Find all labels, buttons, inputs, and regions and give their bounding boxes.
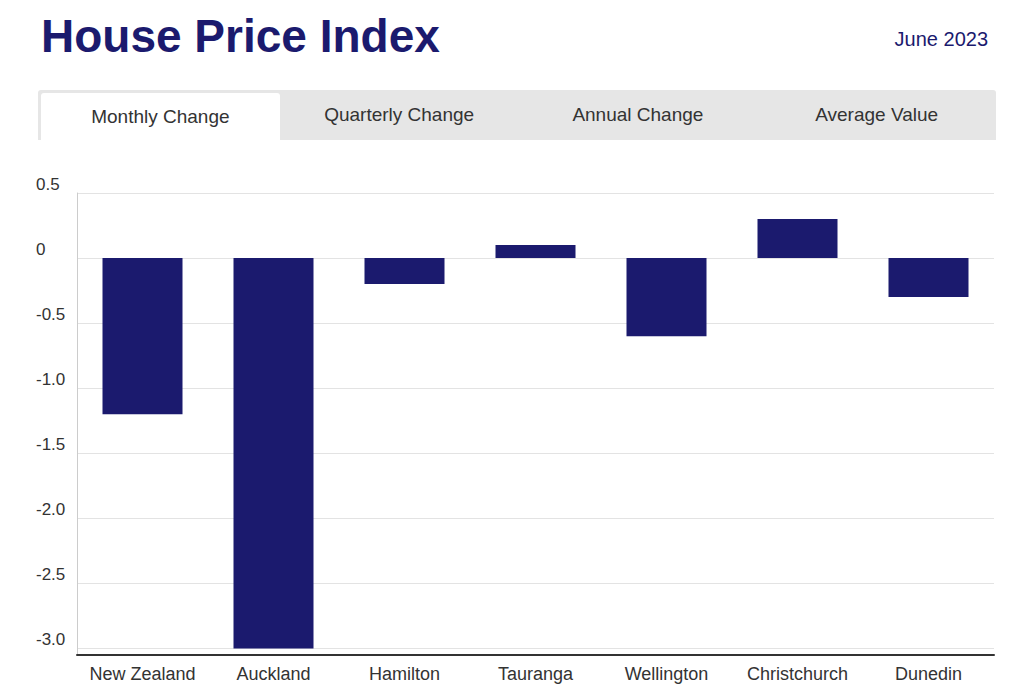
svg-text:Hamilton: Hamilton — [369, 664, 440, 684]
svg-text:New Zealand: New Zealand — [89, 664, 195, 684]
svg-text:0: 0 — [36, 240, 45, 259]
svg-text:Dunedin: Dunedin — [895, 664, 962, 684]
svg-text:-2.5: -2.5 — [36, 565, 65, 584]
svg-text:-0.5: -0.5 — [36, 305, 65, 324]
svg-text:-3.0: -3.0 — [36, 630, 65, 649]
svg-text:-1.0: -1.0 — [36, 370, 65, 389]
svg-text:-2.0: -2.0 — [36, 500, 65, 519]
svg-text:0.5: 0.5 — [36, 175, 60, 194]
svg-text:House Price Index: House Price Index — [41, 10, 440, 62]
svg-text:Tauranga: Tauranga — [498, 664, 574, 684]
svg-text:June 2023: June 2023 — [895, 28, 988, 50]
html-text:Annual Change: Annual Change — [572, 104, 704, 125]
svg-text:Christchurch: Christchurch — [747, 664, 848, 684]
html-text:Average Value: Average Value — [815, 104, 939, 125]
svg-text:Auckland: Auckland — [236, 664, 310, 684]
svg-text:Wellington: Wellington — [625, 664, 709, 684]
html-text:Monthly Change: Monthly Change — [91, 105, 230, 127]
html-text:Quarterly Change: Quarterly Change — [324, 104, 475, 125]
svg-text:-1.5: -1.5 — [36, 435, 65, 454]
